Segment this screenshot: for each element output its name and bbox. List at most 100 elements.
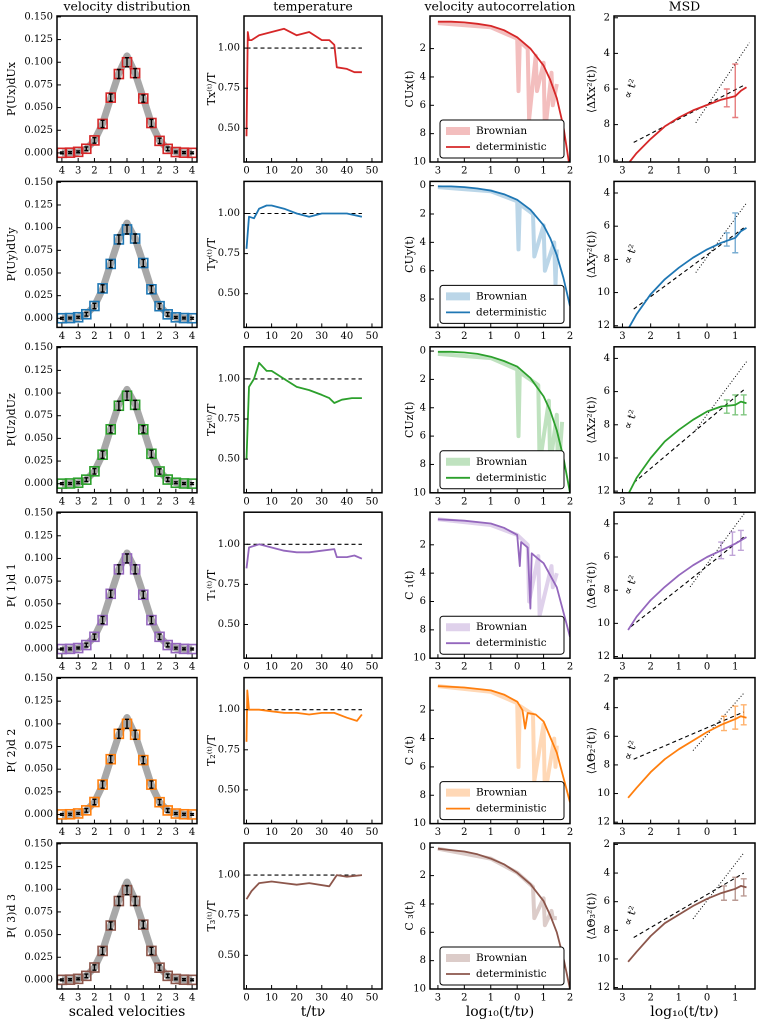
axes-frame xyxy=(613,676,756,825)
error-bar xyxy=(133,895,138,907)
series-line xyxy=(633,872,744,938)
y-tick-label: 4 xyxy=(420,402,426,413)
band xyxy=(437,185,559,287)
plot-area xyxy=(628,202,747,328)
y-tick-label: 4 xyxy=(420,568,426,579)
y-tick-label: 0.150 xyxy=(24,177,53,188)
x-tick-label: 1 xyxy=(676,496,682,507)
y-tick-label: 0.050 xyxy=(24,598,53,609)
y-axis-label: C ₃(t) xyxy=(403,901,416,930)
x-tick-label: 2 xyxy=(567,496,573,507)
x-tick-label: 2 xyxy=(567,166,573,177)
error-bar xyxy=(157,302,162,310)
x-tick-label: 1 xyxy=(732,827,738,838)
error-bar xyxy=(68,316,73,320)
x-tick-label: 3 xyxy=(435,662,441,673)
x-tick-label: 10 xyxy=(265,331,278,342)
x-tick-label: 30 xyxy=(315,827,328,838)
data-square xyxy=(72,311,84,323)
legend-box xyxy=(439,781,565,821)
x-tick-label: 2 xyxy=(91,993,97,1004)
series-line xyxy=(627,715,747,799)
x-tick-label: 20 xyxy=(290,496,303,507)
x-tick-label: 1 xyxy=(676,827,682,838)
y-tick-label: 10 xyxy=(597,155,610,166)
series-line xyxy=(245,204,363,249)
series-line xyxy=(61,878,193,984)
data-square xyxy=(146,117,157,129)
y-tick-label: 6 xyxy=(420,265,426,276)
x-tick-label: 10 xyxy=(265,662,278,673)
y-tick-label: 0.075 xyxy=(24,741,53,752)
y-tick-label: 4 xyxy=(604,518,610,529)
y-tick-label: 0.100 xyxy=(24,57,53,68)
data-square xyxy=(97,449,108,461)
error-bar xyxy=(165,146,170,152)
y-tick-label: 10 xyxy=(413,984,426,995)
axes-frame xyxy=(56,346,198,494)
error-bar xyxy=(76,315,81,319)
y-tick-label: 1.00 xyxy=(218,43,240,54)
x-tick-label: 1 xyxy=(676,331,682,342)
y-tick-label: 0.000 xyxy=(24,478,53,489)
error-bar xyxy=(68,978,73,982)
x-tick-label: 0 xyxy=(243,496,249,507)
data-square xyxy=(81,805,92,816)
data-square xyxy=(72,146,84,158)
y-tick-label: 0 xyxy=(420,346,426,357)
x-tick-label: 10 xyxy=(265,166,278,177)
y-tick-label: 6 xyxy=(420,431,426,442)
y-tick-label: 12 xyxy=(597,486,610,497)
x-tick-label: 0 xyxy=(704,496,710,507)
x-tick-label: 3 xyxy=(75,331,81,342)
y-axis-label: ⟨ΔΘ₃²(t)⟩ xyxy=(585,892,598,939)
y-tick-label: 6 xyxy=(604,221,610,232)
y-tick-label: 0.50 xyxy=(218,454,240,465)
plot-area xyxy=(57,219,197,324)
y-tick-label: 4 xyxy=(604,48,610,59)
x-tick-label: 40 xyxy=(341,993,354,1004)
y-tick-label: 0.075 xyxy=(24,576,53,587)
x-axis-label: scaled velocities xyxy=(69,1004,186,1020)
data-square xyxy=(89,466,100,477)
error-bar xyxy=(116,68,121,80)
x-tick-label: 40 xyxy=(341,166,354,177)
y-tick-label: 0.075 xyxy=(24,79,53,90)
error-bar xyxy=(125,553,129,564)
x-tick-label: 2 xyxy=(461,331,467,342)
y-axis-label: C ₂(t) xyxy=(403,736,416,765)
y-tick-label: 0.100 xyxy=(24,884,53,895)
x-tick-label: 0 xyxy=(124,827,130,838)
x-tick-label: 0 xyxy=(704,166,710,177)
series-line xyxy=(689,512,746,588)
error-bar xyxy=(149,449,154,459)
y-tick-label: 0.000 xyxy=(24,974,53,985)
y-tick-label: 1.00 xyxy=(218,208,240,219)
x-tick-label: 2 xyxy=(461,827,467,838)
x-tick-label: 3 xyxy=(619,496,625,507)
error-bar xyxy=(116,895,121,907)
x-tick-label: 0 xyxy=(243,827,249,838)
error-bar xyxy=(141,94,146,103)
y-tick-label: 8 xyxy=(420,459,426,470)
x-tick-label: 3 xyxy=(619,662,625,673)
y-tick-label: 0.75 xyxy=(218,744,240,755)
x-tick-label: 0 xyxy=(124,331,130,342)
error-bar xyxy=(723,232,730,247)
y-tick-label: 0.50 xyxy=(218,619,240,630)
x-tick-label: 0 xyxy=(704,331,710,342)
column-title: velocity autocorrelation xyxy=(423,0,575,14)
y-tick-label: 4 xyxy=(604,353,610,364)
y-tick-label: 12 xyxy=(597,320,610,331)
error-bar xyxy=(100,119,105,129)
band xyxy=(437,351,565,481)
x-tick-label: 20 xyxy=(290,993,303,1004)
series-line xyxy=(245,543,363,569)
data-square xyxy=(146,448,157,460)
error-bar xyxy=(108,921,113,930)
y-tick-label: 0.075 xyxy=(24,245,53,256)
data-square xyxy=(64,808,76,820)
axes-frame xyxy=(243,676,383,825)
y-axis-label: ⟨ΔXz²(t)⟩ xyxy=(585,396,598,444)
error-bar xyxy=(190,978,195,982)
